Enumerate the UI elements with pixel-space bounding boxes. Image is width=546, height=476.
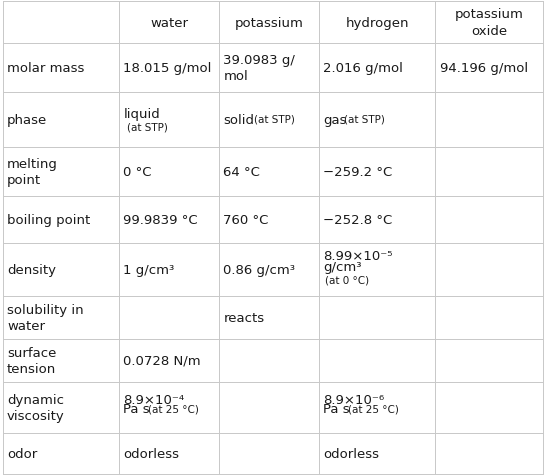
Text: 0 °C: 0 °C	[123, 166, 152, 178]
Text: 94.196 g/mol: 94.196 g/mol	[440, 62, 527, 75]
Text: (at 25 °C): (at 25 °C)	[348, 403, 399, 413]
Text: 1 g/cm³: 1 g/cm³	[123, 263, 175, 277]
Text: odor: odor	[7, 447, 37, 460]
Text: 8.9×10⁻⁶: 8.9×10⁻⁶	[323, 393, 384, 406]
Text: 2.016 g/mol: 2.016 g/mol	[323, 62, 403, 75]
Text: solubility in
water: solubility in water	[7, 303, 84, 332]
Text: 760 °C: 760 °C	[223, 214, 269, 227]
Text: 0.86 g/cm³: 0.86 g/cm³	[223, 263, 295, 277]
Text: hydrogen: hydrogen	[345, 17, 409, 30]
Text: molar mass: molar mass	[7, 62, 85, 75]
Text: dynamic
viscosity: dynamic viscosity	[7, 393, 65, 423]
Text: (at STP): (at STP)	[127, 122, 168, 132]
Text: reacts: reacts	[223, 311, 264, 324]
Text: 18.015 g/mol: 18.015 g/mol	[123, 62, 212, 75]
Text: liquid: liquid	[123, 108, 160, 120]
Text: 0.0728 N/m: 0.0728 N/m	[123, 354, 201, 367]
Text: g/cm³: g/cm³	[323, 260, 362, 274]
Text: melting
point: melting point	[7, 158, 58, 187]
Text: (at STP): (at STP)	[344, 114, 385, 124]
Text: boiling point: boiling point	[7, 214, 90, 227]
Text: solid: solid	[223, 114, 254, 127]
Text: Pa s: Pa s	[323, 402, 350, 415]
Text: (at 0 °C): (at 0 °C)	[325, 275, 370, 285]
Text: 64 °C: 64 °C	[223, 166, 260, 178]
Text: water: water	[150, 17, 188, 30]
Text: phase: phase	[7, 114, 48, 127]
Text: (at 25 °C): (at 25 °C)	[149, 403, 199, 413]
Text: 39.0983 g/
mol: 39.0983 g/ mol	[223, 54, 295, 83]
Text: 99.9839 °C: 99.9839 °C	[123, 214, 198, 227]
Text: Pa s: Pa s	[123, 402, 150, 415]
Text: potassium
oxide: potassium oxide	[455, 9, 524, 38]
Text: surface
tension: surface tension	[7, 346, 56, 375]
Text: odorless: odorless	[123, 447, 179, 460]
Text: potassium: potassium	[235, 17, 304, 30]
Text: density: density	[7, 263, 56, 277]
Text: gas: gas	[323, 114, 347, 127]
Text: −259.2 °C: −259.2 °C	[323, 166, 393, 178]
Text: (at STP): (at STP)	[254, 114, 295, 124]
Text: 8.99×10⁻⁵: 8.99×10⁻⁵	[323, 249, 393, 262]
Text: 8.9×10⁻⁴: 8.9×10⁻⁴	[123, 393, 185, 406]
Text: −252.8 °C: −252.8 °C	[323, 214, 393, 227]
Text: odorless: odorless	[323, 447, 379, 460]
